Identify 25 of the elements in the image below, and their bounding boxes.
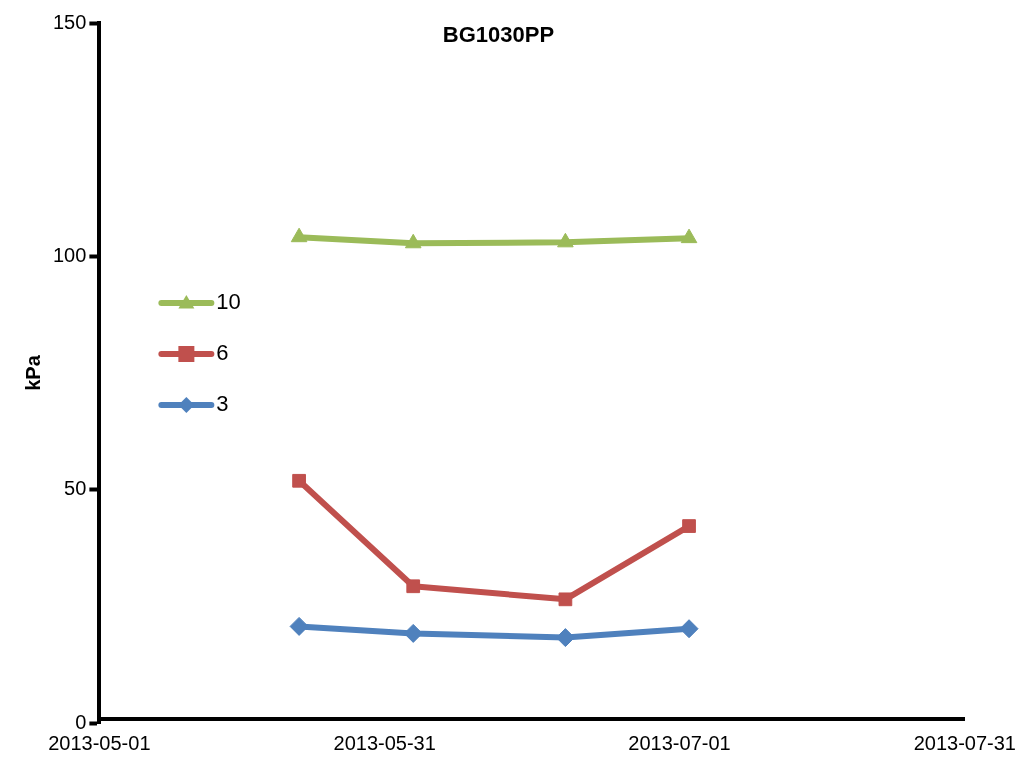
x-tick-label: 2013-05-31 bbox=[333, 731, 436, 754]
point bbox=[555, 628, 575, 648]
chart-title: BG1030PP bbox=[442, 22, 555, 48]
y-tick-label: 0 bbox=[75, 710, 87, 733]
y-axis-title: kPa bbox=[21, 354, 44, 391]
point bbox=[403, 623, 423, 643]
point bbox=[682, 519, 696, 533]
point bbox=[558, 592, 573, 607]
point bbox=[289, 616, 309, 636]
point bbox=[679, 619, 699, 639]
x-tick-label: 2013-07-01 bbox=[628, 731, 731, 754]
point bbox=[404, 233, 422, 249]
y-tick-label: 150 bbox=[52, 10, 87, 33]
legend-label: 10 bbox=[216, 289, 241, 315]
point bbox=[557, 232, 574, 248]
x-tick-label: 2013-07-31 bbox=[913, 731, 1016, 754]
legend-label: 6 bbox=[216, 340, 229, 366]
point bbox=[406, 579, 421, 594]
point bbox=[292, 473, 306, 488]
legend-label: 3 bbox=[216, 391, 229, 417]
point bbox=[290, 227, 308, 243]
x-tick-label: 2013-05-01 bbox=[48, 731, 151, 754]
y-tick-label: 100 bbox=[52, 243, 87, 266]
y-tick-label: 50 bbox=[64, 477, 87, 500]
point bbox=[680, 228, 698, 244]
